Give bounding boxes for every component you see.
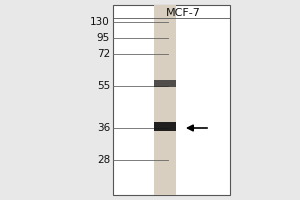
Text: 72: 72 [97,49,110,59]
Text: MCF-7: MCF-7 [166,8,200,18]
Text: 36: 36 [97,123,110,133]
Text: 130: 130 [90,17,110,27]
Text: 55: 55 [97,81,110,91]
Bar [154,80,176,87]
Bar [154,5,176,195]
Bar [113,5,230,195]
Text: 95: 95 [97,33,110,43]
Bar [154,122,176,131]
Text: 28: 28 [97,155,110,165]
